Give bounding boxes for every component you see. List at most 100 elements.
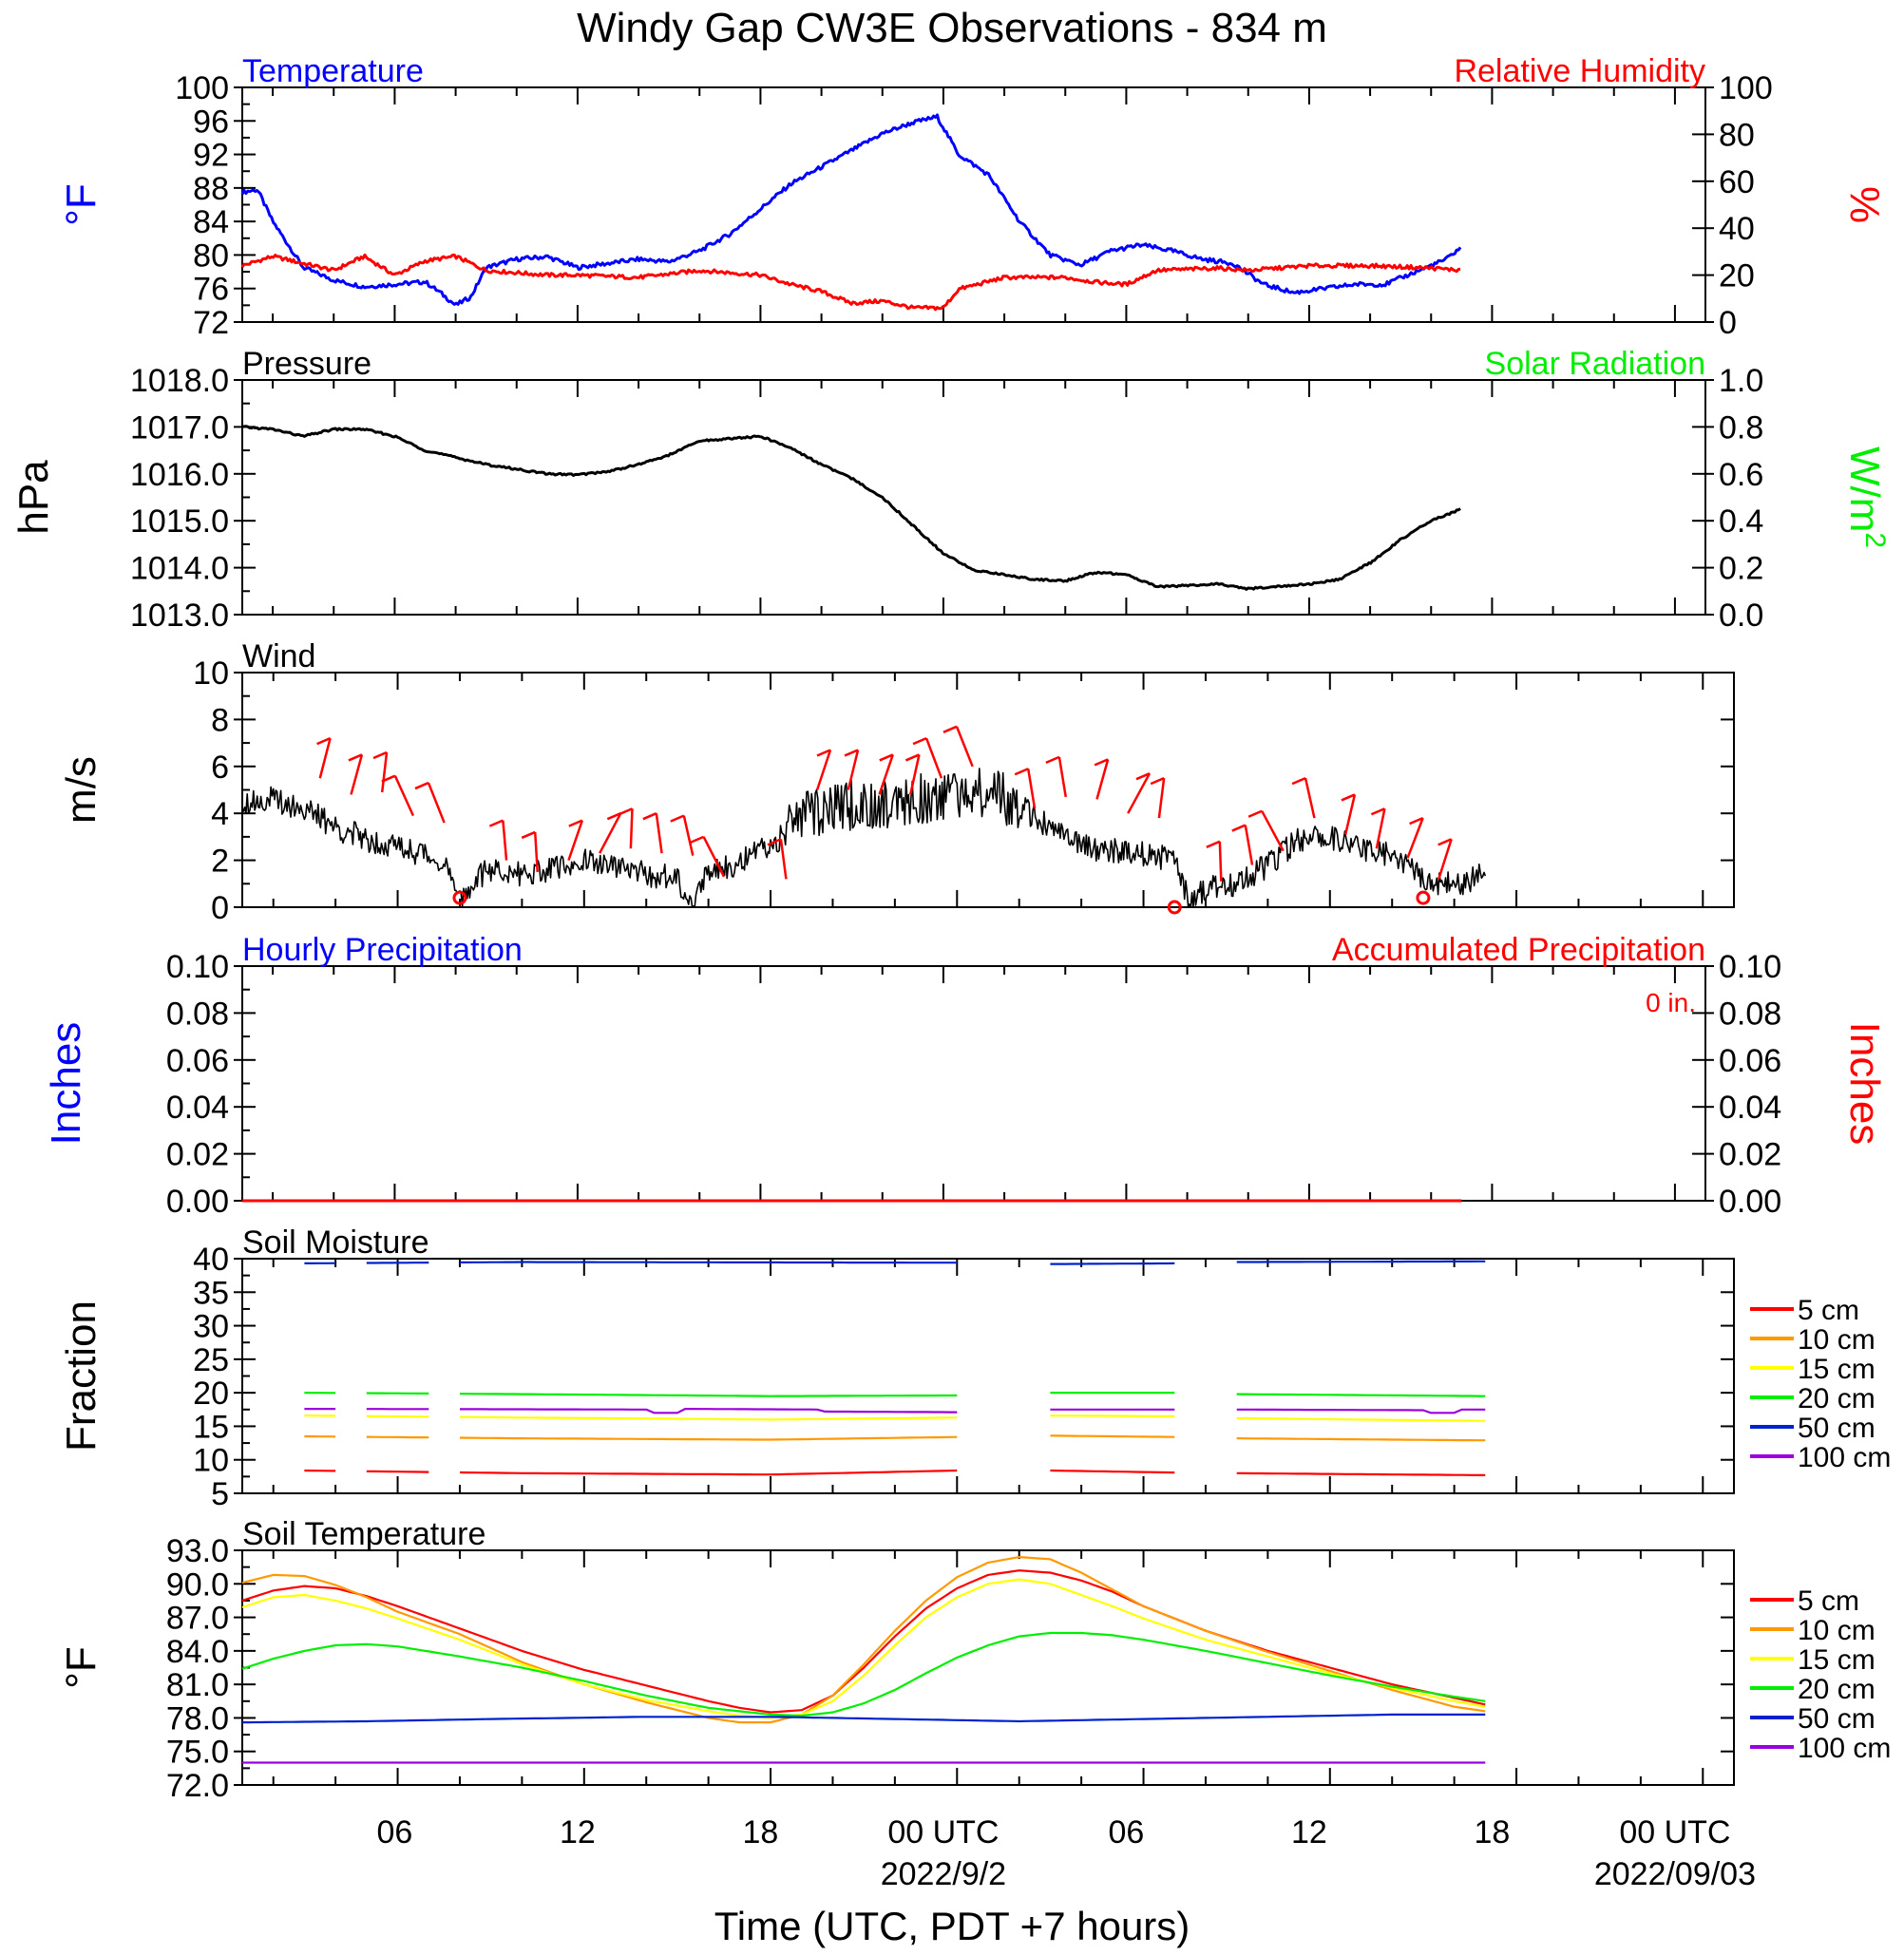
wind-barb-flag bbox=[767, 838, 782, 846]
wind-barb-flag bbox=[316, 737, 332, 746]
wind-barb-flag bbox=[372, 750, 388, 760]
panel-title-left: Hourly Precipitation bbox=[242, 932, 523, 968]
y-tick-label-left: 35 bbox=[193, 1275, 229, 1311]
chart-title: Windy Gap CW3E Observations - 834 m bbox=[577, 5, 1327, 51]
legend-label: 15 cm bbox=[1798, 1644, 1875, 1676]
panel-title-right: Solar Radiation bbox=[1485, 346, 1705, 382]
wind-barb-flag bbox=[1150, 776, 1165, 786]
y-axis-label-right: % bbox=[1841, 186, 1888, 223]
y-tick-label-left: 0.10 bbox=[166, 949, 229, 985]
wind-barb-flag bbox=[1438, 838, 1453, 846]
wind-barb-staff bbox=[702, 836, 726, 878]
wind-barb-staff bbox=[1157, 777, 1166, 819]
y-axis-label-right: W/m2 bbox=[1841, 446, 1891, 548]
y-tick-label-right: 0.8 bbox=[1719, 409, 1763, 446]
wind-barb-staff bbox=[682, 815, 695, 856]
wind-barb-staff bbox=[1261, 810, 1285, 852]
x-tick-label: 18 bbox=[1475, 1814, 1511, 1851]
legend-label: 10 cm bbox=[1798, 1615, 1875, 1646]
legend-label: 20 cm bbox=[1798, 1674, 1875, 1705]
series-line-10cm bbox=[241, 1556, 1486, 1724]
x-tick-label: 00 UTC bbox=[1619, 1814, 1730, 1851]
y-tick-label-left: 76 bbox=[193, 272, 229, 308]
panel-3: 10 8 6 4 2 0 Wind m/s bbox=[58, 638, 1735, 926]
series-line-20cm bbox=[241, 1631, 1486, 1718]
wind-barb-flag bbox=[568, 819, 583, 827]
series-line-blue bbox=[240, 113, 1462, 306]
y-tick-label-left: 1014.0 bbox=[130, 551, 229, 587]
y-axis-label-superscript: 2 bbox=[1859, 532, 1891, 548]
y-tick-label-right: 80 bbox=[1719, 117, 1755, 153]
wind-barb-flag bbox=[1291, 776, 1306, 786]
wind-barb-staff bbox=[1095, 759, 1110, 800]
y-tick-label-left: 1016.0 bbox=[130, 457, 229, 493]
y-tick-label-left: 8 bbox=[211, 702, 229, 738]
y-tick-label-right: 0.06 bbox=[1719, 1043, 1781, 1079]
legend-label: 50 cm bbox=[1798, 1703, 1875, 1735]
x-axis-label: Time (UTC, PDT +7 hours) bbox=[714, 1904, 1190, 1948]
y-tick-label-right: 0.4 bbox=[1719, 503, 1763, 540]
wind-barb-staff bbox=[779, 839, 788, 880]
wind-barb-staff bbox=[393, 775, 415, 817]
series-line-20cm bbox=[304, 1392, 1486, 1397]
panel-title-left: Pressure bbox=[242, 346, 371, 382]
wind-barb-flag bbox=[348, 753, 363, 762]
panel-2: 1018.0 1017.0 1016.0 1015.0 1014.0 1013.0 1.0 0… bbox=[10, 346, 1891, 634]
panel-6: 93.090.087.084.081.078.075.072.0 Soil Tem… bbox=[58, 1516, 1891, 1804]
legend-label: 10 cm bbox=[1798, 1324, 1875, 1356]
wind-barb-flag bbox=[1094, 758, 1109, 767]
calm-wind-marker bbox=[1416, 890, 1431, 905]
series-line-5cm bbox=[241, 1569, 1486, 1714]
y-tick-label-left: 0.06 bbox=[166, 1043, 229, 1079]
wind-barb-staff bbox=[1218, 841, 1223, 882]
x-tick-label: 06 bbox=[1109, 1814, 1145, 1851]
panel-1: 10096928884807672100806040200Temperature… bbox=[58, 53, 1888, 341]
y-tick-label-left: 0 bbox=[211, 890, 229, 926]
x-tick-label: 12 bbox=[560, 1814, 596, 1851]
y-tick-label-left: 5 bbox=[211, 1476, 229, 1512]
series-line-100cm bbox=[304, 1408, 1486, 1414]
series-line-15cm bbox=[304, 1414, 1486, 1422]
panel-title-left: Soil Temperature bbox=[242, 1516, 486, 1552]
wind-barb-staff bbox=[1375, 808, 1386, 849]
wind-barb-staff bbox=[1057, 756, 1068, 798]
wind-barb-flag bbox=[844, 749, 859, 757]
y-axis-label-left: Inches bbox=[43, 1022, 89, 1146]
wind-barb-flag bbox=[1231, 824, 1247, 832]
y-tick-label-right: 1.0 bbox=[1719, 363, 1763, 399]
y-tick-label-left: 0.00 bbox=[166, 1184, 229, 1220]
wind-barb-staff bbox=[1438, 838, 1453, 880]
panel-frame bbox=[241, 86, 1706, 323]
wind-barb-staff bbox=[909, 754, 921, 795]
wind-barb-staff bbox=[924, 737, 943, 779]
y-tick-label-left: 20 bbox=[193, 1376, 229, 1412]
y-tick-label-left: 84 bbox=[193, 204, 229, 240]
y-tick-label-right: 0.08 bbox=[1719, 996, 1781, 1032]
y-tick-label-left: 1015.0 bbox=[130, 503, 229, 540]
calm-wind-marker bbox=[452, 890, 467, 905]
wind-barb-staff bbox=[350, 754, 364, 795]
wind-barb-flag bbox=[1370, 807, 1385, 816]
panel-frame bbox=[241, 1549, 1735, 1786]
y-tick-label-left: 1017.0 bbox=[130, 409, 229, 446]
x-tick-label: 00 UTC bbox=[887, 1814, 999, 1851]
panel-frame bbox=[241, 1258, 1735, 1494]
wind-barb-staff bbox=[318, 737, 332, 779]
series-line-black bbox=[241, 768, 1487, 908]
y-axis-label-left: °F bbox=[58, 183, 105, 225]
legend-label: 50 cm bbox=[1798, 1413, 1875, 1444]
wind-barb-staff bbox=[1127, 772, 1152, 814]
wind-barb-staff bbox=[655, 813, 663, 854]
y-tick-label-left: 80 bbox=[193, 237, 229, 274]
accumulated-total-label: 0 in. bbox=[1646, 988, 1696, 1017]
y-tick-label-left: 6 bbox=[211, 750, 229, 786]
wind-barb-staff bbox=[427, 782, 446, 824]
x-tick-label: 12 bbox=[1291, 1814, 1327, 1851]
y-tick-label-left: 1013.0 bbox=[130, 598, 229, 634]
series-line-50cm bbox=[304, 1260, 1486, 1265]
legend-label: 5 cm bbox=[1798, 1295, 1859, 1326]
wind-barb-staff bbox=[955, 726, 974, 768]
y-axis-label-left: m/s bbox=[58, 756, 105, 824]
wind-barb-staff bbox=[847, 750, 860, 790]
